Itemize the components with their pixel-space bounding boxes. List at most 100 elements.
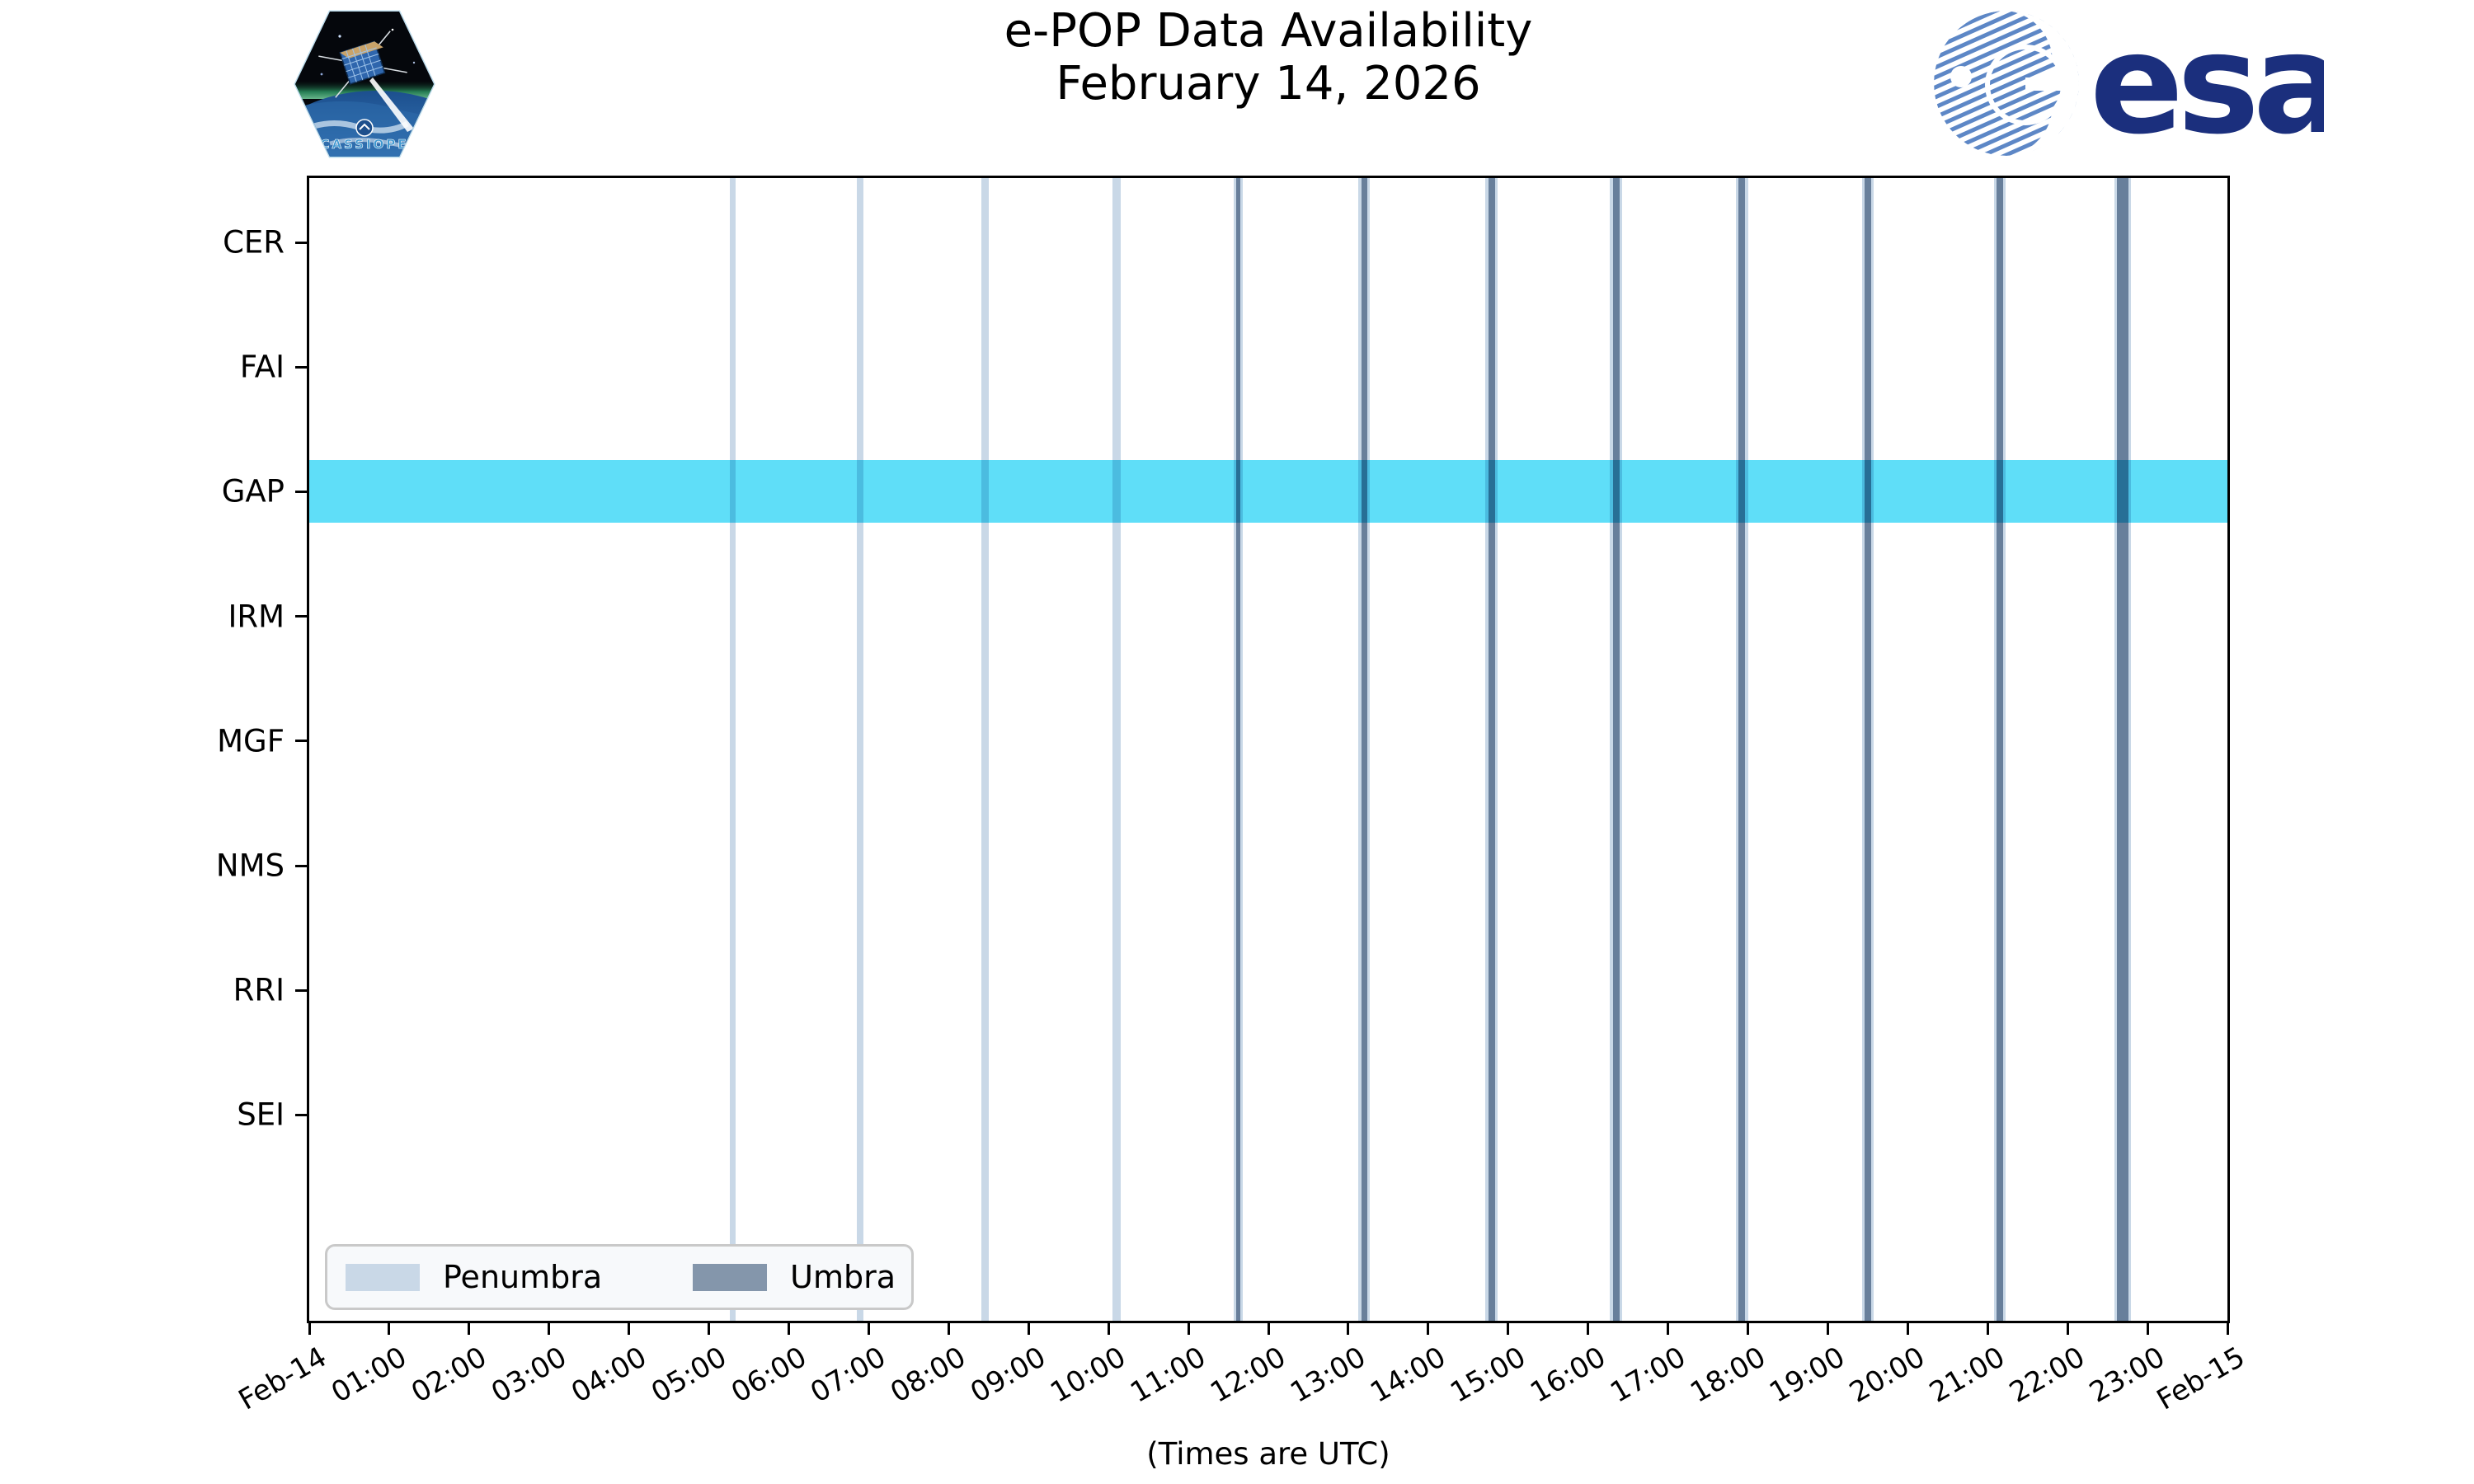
y-tick-irm [295, 615, 309, 618]
umbra-stripe [2117, 178, 2129, 1321]
x-tick-label: 14:00 [1364, 1341, 1451, 1410]
instrument-label-rri: RRI [233, 972, 285, 1008]
x-tick [947, 1321, 950, 1335]
legend-entry-umbra: Umbra [675, 1259, 896, 1295]
x-tick-label: 18:00 [1684, 1341, 1771, 1410]
x-tick [1667, 1321, 1670, 1335]
x-tick-label: 07:00 [805, 1341, 892, 1410]
penumbra-swatch [346, 1263, 420, 1291]
y-tick-gap [295, 490, 309, 493]
y-tick-mgf [295, 740, 309, 743]
instrument-label-irm: IRM [228, 599, 285, 635]
x-tick [1187, 1321, 1190, 1335]
x-tick [867, 1321, 870, 1335]
x-tick-label: 05:00 [645, 1341, 732, 1410]
y-tick-sei [295, 1113, 309, 1116]
instrument-label-fai: FAI [239, 349, 285, 385]
x-tick [2146, 1321, 2149, 1335]
instrument-label-nms: NMS [215, 848, 285, 884]
esa-globe-icon [1934, 11, 2079, 156]
legend-label-penumbra: Penumbra [443, 1259, 603, 1295]
umbra-stripe [1362, 178, 1368, 1321]
cassiope-mission-patch: CASSIOPE [290, 5, 439, 163]
x-tick [628, 1321, 631, 1335]
x-tick [2066, 1321, 2069, 1335]
umbra-stripe [1997, 178, 2004, 1321]
x-tick [788, 1321, 790, 1335]
x-tick-label: Feb-14 [233, 1341, 332, 1417]
umbra-swatch [693, 1263, 768, 1291]
penumbra-stripe [730, 178, 736, 1321]
patch-csa-roundel [355, 119, 374, 137]
legend-label-umbra: Umbra [790, 1259, 896, 1295]
legend: Penumbra Umbra [325, 1244, 914, 1310]
x-tick-label: 11:00 [1125, 1341, 1212, 1410]
axes-layer: CER FAI GAP IRM MGF NMS RRI SEI Feb-14 01:00 02:00… [216, 178, 2251, 1417]
x-tick-label: 08:00 [885, 1341, 972, 1410]
x-tick-label: 19:00 [1764, 1341, 1851, 1410]
umbra-stripe [1489, 178, 1496, 1321]
x-tick-label: 06:00 [725, 1341, 812, 1410]
x-tick [1507, 1321, 1510, 1335]
x-tick-label: 17:00 [1604, 1341, 1691, 1410]
x-tick-label: 02:00 [405, 1341, 492, 1410]
chart-area: CER FAI GAP IRM MGF NMS RRI SEI Feb-14 01:00 02:00… [216, 176, 2251, 1417]
patch-satellite [318, 31, 407, 98]
esa-logo: esa [1928, 3, 2346, 165]
x-tick [2226, 1321, 2229, 1335]
x-tick [1267, 1321, 1270, 1335]
chart-title-block: e-POP Data Availability February 14, 202… [309, 5, 2227, 110]
instrument-label-gap: GAP [221, 473, 285, 510]
y-tick-nms [295, 864, 309, 867]
x-tick-label: 09:00 [965, 1341, 1052, 1410]
patch-cassiope-label: CASSIOPE [320, 137, 408, 152]
legend-entry-penumbra: Penumbra [327, 1259, 602, 1295]
x-tick-label: 16:00 [1524, 1341, 1611, 1410]
page-subtitle: February 14, 2026 [1056, 57, 1481, 110]
x-tick [308, 1321, 311, 1335]
x-tick-label: 04:00 [565, 1341, 652, 1410]
x-tick-label: 10:00 [1045, 1341, 1132, 1410]
x-tick [1347, 1321, 1350, 1335]
x-tick-label: Feb-15 [2151, 1341, 2251, 1417]
umbra-stripe [1738, 178, 1746, 1321]
x-tick-label: 22:00 [2004, 1341, 2091, 1410]
x-tick [1587, 1321, 1590, 1335]
umbra-stripe [1236, 178, 1241, 1321]
penumbra-stripe [857, 178, 863, 1321]
x-tick [548, 1321, 551, 1335]
page-title: e-POP Data Availability [1004, 4, 1533, 58]
x-tick [1826, 1321, 1829, 1335]
x-tick [388, 1321, 391, 1335]
instrument-label-cer: CER [223, 224, 285, 261]
x-tick [1027, 1321, 1030, 1335]
x-tick [708, 1321, 711, 1335]
x-tick-label: 03:00 [485, 1341, 572, 1410]
x-tick-label: 21:00 [1924, 1341, 2011, 1410]
x-tick [1747, 1321, 1749, 1335]
x-tick-label: 01:00 [326, 1341, 412, 1410]
x-tick [1107, 1321, 1110, 1335]
x-tick [1427, 1321, 1430, 1335]
instrument-label-mgf: MGF [217, 723, 285, 759]
penumbra-stripe [1112, 178, 1122, 1321]
x-tick-label: 20:00 [1844, 1341, 1931, 1410]
x-tick [468, 1321, 471, 1335]
esa-wordmark: esa [2090, 7, 2324, 159]
umbra-stripe [1613, 178, 1620, 1321]
y-tick-rri [295, 989, 309, 992]
patch-beam [369, 77, 414, 132]
penumbra-stripe [981, 178, 990, 1321]
y-tick-fai [295, 365, 309, 369]
umbra-stripe [1865, 178, 1872, 1321]
availability-bar-gap [309, 460, 2227, 524]
x-tick-label: 12:00 [1205, 1341, 1291, 1410]
x-tick [1906, 1321, 1909, 1335]
plot-area [309, 178, 2227, 1321]
x-axis-caption: (Times are UTC) [1146, 1436, 1390, 1472]
x-tick-label: 15:00 [1444, 1341, 1531, 1410]
x-tick [1986, 1321, 1989, 1335]
instrument-label-sei: SEI [237, 1097, 285, 1133]
x-tick-label: 13:00 [1285, 1341, 1371, 1410]
y-tick-cer [295, 241, 309, 244]
